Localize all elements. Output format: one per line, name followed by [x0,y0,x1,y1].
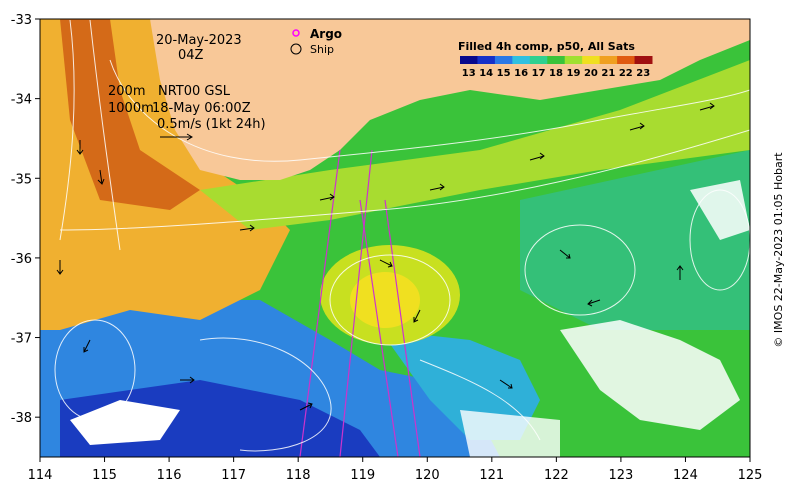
x-tick-label: 124 [673,468,698,483]
colorbar-tick-label: 13 [462,68,476,79]
warm-eddy-core [350,272,420,328]
colorbar-swatch [547,56,566,64]
product-time: 18-May 06:00Z [152,101,251,116]
y-tick-label: -37 [11,332,32,347]
plot-frame [39,18,751,458]
colorbar: Filled 4h comp, p50, All Sats 13 14 15 16 17… [458,40,653,79]
x-tick-label: 114 [28,468,53,483]
y-tick-label: -36 [11,252,32,267]
colorbar-swatch [617,56,636,64]
cyan-patch-south [380,330,540,440]
x-tick-label: 117 [221,468,246,483]
plot-area: 20-May-2023 04Z 200m NRT00 GSL 1000m 18-… [40,19,750,457]
x-tick-label: 125 [738,468,763,483]
x-tick-label: 115 [92,468,117,483]
map-date: 20-May-2023 [156,33,242,48]
product-label: NRT00 GSL [158,84,231,99]
depth-label: 200m [108,84,145,99]
credit-text: © IMOS 22-May-2023 01:05 Hobart [772,152,785,348]
east-cyan-field [520,150,750,330]
swath-lines [299,149,421,457]
colorbar-swatch [512,56,531,64]
colorbar-swatch [582,56,601,64]
no-data-patch-3 [690,180,750,240]
x-tick-label: 118 [286,468,311,483]
vector-scale-arrow [160,133,193,141]
x-tick-label: 122 [544,468,569,483]
x-tick-label: 121 [479,468,504,483]
y-tick-label: -35 [11,172,32,187]
argo-label: Argo [310,27,342,41]
colorbar-swatch [494,56,513,64]
shelf-band [200,60,750,230]
colorbar-tick-label: 15 [497,68,511,79]
colorbar-swatch [564,56,583,64]
map-time: 04Z [178,48,204,63]
colorbar-swatch [599,56,618,64]
ship-marker-icon [290,43,302,55]
y-tick-label: -33 [11,13,32,28]
colorbar-tick-label: 20 [584,68,598,79]
colorbar-tick-label: 18 [549,68,563,79]
colorbar-tick-label: 23 [636,68,650,79]
marker-legend: Argo Ship [290,27,342,56]
colorbar-tick-label: 16 [514,68,528,79]
colorbar-tick-label: 17 [532,68,546,79]
colorbar-tick-label: 21 [601,68,615,79]
colorbar-title: Filled 4h comp, p50, All Sats [458,40,635,53]
colorbar-swatch [460,56,478,64]
no-data-patch-1 [70,400,180,445]
colorbar-tick-label: 19 [566,68,580,79]
no-data-patch-4 [460,410,560,457]
colorbar-swatch [634,56,653,64]
colorbar-swatch [477,56,496,64]
y-axis: -33 -34 -35 -36 -37 -38 [11,13,40,426]
x-axis: 114 115 116 117 118 119 120 121 122 123 124 125 [28,457,763,483]
y-tick-label: -34 [11,93,32,108]
colorbar-tick-label: 14 [479,68,493,79]
x-tick-label: 116 [157,468,182,483]
y-tick-label: -38 [11,411,32,426]
vector-scale-label: 0.5m/s (1kt 24h) [157,117,266,132]
depth-label-2: 1000m [108,101,154,116]
x-tick-label: 120 [415,468,440,483]
streamlines [54,19,750,452]
no-data-patch-2 [560,320,740,430]
colorbar-tick-label: 22 [619,68,633,79]
ship-label: Ship [310,43,334,56]
current-vectors [56,102,715,411]
argo-marker-icon [292,29,300,37]
colorbar-swatch [529,56,548,64]
x-tick-label: 123 [608,468,633,483]
x-tick-label: 119 [350,468,375,483]
